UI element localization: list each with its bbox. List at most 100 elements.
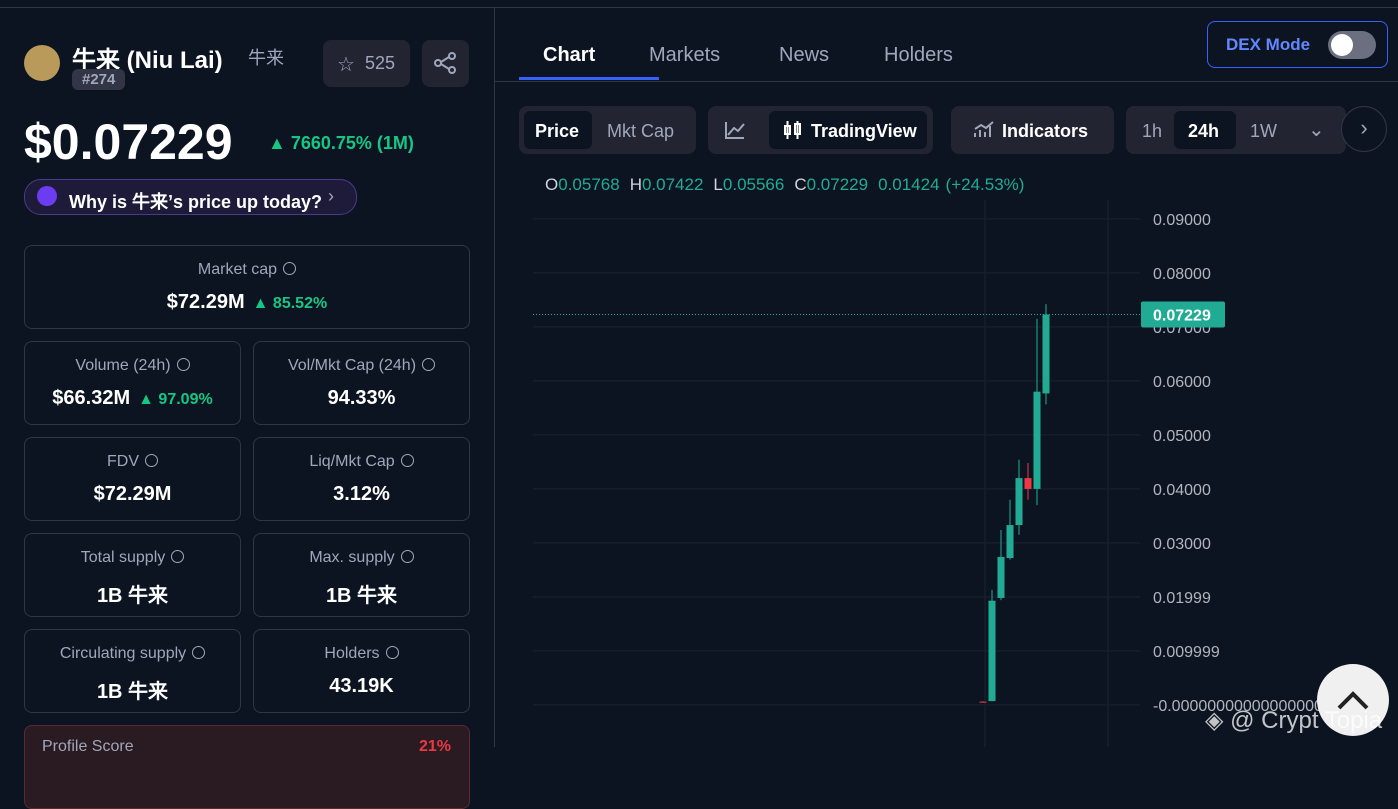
stat-label: Vol/Mkt Cap (24h) bbox=[287, 357, 417, 374]
stat-value-row: 1B 牛来 bbox=[25, 579, 240, 608]
range-button[interactable]: 24h bbox=[1188, 121, 1220, 141]
info-icon bbox=[192, 646, 206, 659]
divider bbox=[494, 8, 495, 747]
ohlc-value: 0.05768 bbox=[558, 175, 619, 194]
stat-label-row: Total supply bbox=[25, 549, 240, 567]
dex-toggle[interactable]: DEX Mode bbox=[1207, 21, 1388, 68]
info-icon bbox=[283, 262, 297, 275]
candle-icon bbox=[784, 121, 801, 139]
ohlc-change-pct: (+24.53%) bbox=[946, 175, 1025, 194]
style-button[interactable]: TradingView bbox=[811, 121, 917, 141]
watchlist-button[interactable]: ☆ 525 bbox=[323, 40, 410, 87]
candle-body bbox=[979, 701, 987, 703]
stat-label-row: Max. supply bbox=[254, 549, 469, 567]
stat-label-row: Vol/Mkt Cap (24h) bbox=[254, 357, 469, 375]
tab-underline bbox=[519, 77, 659, 80]
stat-label-row: Circulating supply bbox=[25, 645, 240, 663]
stat-card: Volume (24h) $66.32M ▲ 97.09% bbox=[24, 341, 241, 425]
y-tick-label: 0.009999 bbox=[1153, 644, 1220, 661]
why-text: Why is 牛来’s price up today? bbox=[69, 192, 323, 212]
tab[interactable]: Holders bbox=[884, 44, 953, 66]
why-button[interactable]: Why is 牛来’s price up today? › bbox=[24, 179, 357, 215]
tab-border bbox=[495, 81, 1398, 82]
stat-value: $72.29M bbox=[93, 483, 172, 505]
metric-group: Price Mkt Cap bbox=[519, 106, 696, 154]
indicators-button[interactable]: Indicators bbox=[951, 106, 1114, 154]
stat-value-row: $72.29M bbox=[25, 483, 240, 506]
info-icon bbox=[422, 358, 436, 371]
stat-value: 43.19K bbox=[329, 675, 394, 697]
stat-value-row: 94.33% bbox=[254, 387, 469, 410]
rank-badge: #274 bbox=[72, 69, 126, 90]
y-tick-label: 0.03000 bbox=[1153, 536, 1211, 553]
range-button[interactable]: 1W bbox=[1250, 121, 1277, 141]
stat-label: FDV bbox=[107, 453, 139, 470]
watermark: ◈ @ Crypt Topia bbox=[1205, 707, 1383, 734]
stat-value: 1B 牛来 bbox=[325, 585, 398, 607]
scroll-top-button[interactable] bbox=[1317, 664, 1389, 736]
stat-value-row: 1B 牛来 bbox=[25, 675, 240, 704]
stat-label-row: FDV bbox=[25, 453, 240, 471]
stat-value-row: 3.12% bbox=[254, 483, 469, 506]
range-dropdown[interactable]: ⌄ bbox=[1308, 119, 1325, 141]
info-icon bbox=[400, 454, 414, 467]
stat-label-row: Holders bbox=[254, 645, 469, 663]
price-change-text: 7660.75% (1M) bbox=[290, 133, 414, 153]
stat-label: Market cap bbox=[197, 261, 278, 278]
stat-label: Volume (24h) bbox=[75, 357, 171, 374]
ohlc-legend: O0.05768 H0.07422 L0.05566 C0.07229 0.01424 (… bbox=[545, 175, 1024, 194]
metric-button[interactable]: Price bbox=[535, 121, 580, 141]
range-group: 1h 24h 1W ⌄ bbox=[1126, 106, 1346, 154]
tab[interactable]: News bbox=[779, 44, 830, 66]
metric-button[interactable]: Mkt Cap bbox=[607, 121, 675, 141]
stat-value-row: $72.29M ▲ 85.52% bbox=[25, 291, 469, 314]
ohlc-value: 0.07229 bbox=[807, 175, 868, 194]
range-active-bg bbox=[1174, 111, 1236, 149]
stat-change: ▲ 85.52% bbox=[252, 295, 328, 312]
stat-card: Market cap $72.29M ▲ 85.52% bbox=[24, 245, 470, 329]
page: 牛来 (Niu Lai) 牛来 #274 ☆ 525 $0.07229 ▲ 76… bbox=[0, 7, 1398, 809]
candle-body bbox=[1006, 525, 1014, 559]
tab[interactable]: Markets bbox=[649, 44, 721, 66]
style-group: TradingView bbox=[708, 106, 933, 154]
range-button[interactable]: 1h bbox=[1142, 121, 1163, 141]
stat-value: 1B 牛来 bbox=[96, 681, 169, 703]
stat-value: 21% bbox=[418, 738, 451, 755]
stat-value: 94.33% bbox=[327, 387, 396, 409]
up-arrow bbox=[1337, 691, 1369, 710]
coin-logo bbox=[24, 45, 60, 81]
stat-label: Max. supply bbox=[309, 549, 395, 566]
stat-card: Total supply 1B 牛来 bbox=[24, 533, 241, 617]
stat-value-row: 1B 牛来 bbox=[254, 579, 469, 608]
y-tick-label: 0.09000 bbox=[1153, 212, 1211, 229]
info-icon bbox=[145, 454, 158, 467]
stat-label-row: Liq/Mkt Cap bbox=[254, 453, 469, 471]
share-button[interactable] bbox=[422, 40, 469, 87]
y-tick-label: 0.06000 bbox=[1153, 374, 1211, 391]
stat-value: $72.29M bbox=[166, 291, 245, 313]
line-icon[interactable] bbox=[724, 120, 746, 140]
stat-label: Circulating supply bbox=[59, 645, 187, 662]
chart: O0.05768 H0.07422 L0.05566 C0.07229 0.01424(… bbox=[533, 175, 1368, 747]
stat-card: Holders 43.19K bbox=[253, 629, 470, 713]
stat-value: 3.12% bbox=[333, 483, 390, 505]
scroll-right[interactable]: › bbox=[1341, 106, 1387, 152]
stat-value-row: 43.19K bbox=[254, 675, 469, 698]
star-icon: ☆ bbox=[337, 54, 355, 76]
price: $0.07229 bbox=[24, 114, 233, 170]
stat-card: Profile Score 21% bbox=[24, 725, 470, 809]
y-tick-label: 0.04000 bbox=[1153, 482, 1211, 499]
ohlc-value: 0.05566 bbox=[723, 175, 784, 194]
ohlc-key: H bbox=[630, 175, 642, 194]
stat-label-row: Volume (24h) bbox=[25, 357, 240, 375]
price-change: ▲ 7660.75% (1M) bbox=[268, 133, 414, 153]
stat-card: Max. supply 1B 牛来 bbox=[253, 533, 470, 617]
dex-label: DEX Mode bbox=[1226, 35, 1311, 54]
coin-symbol: 牛来 bbox=[248, 48, 284, 68]
candle-body bbox=[1024, 478, 1032, 489]
info-icon bbox=[385, 646, 399, 659]
tab-active[interactable]: Chart bbox=[543, 44, 596, 66]
info-icon bbox=[400, 550, 414, 563]
stat-label: Total supply bbox=[80, 549, 166, 566]
top-border bbox=[0, 7, 1398, 8]
